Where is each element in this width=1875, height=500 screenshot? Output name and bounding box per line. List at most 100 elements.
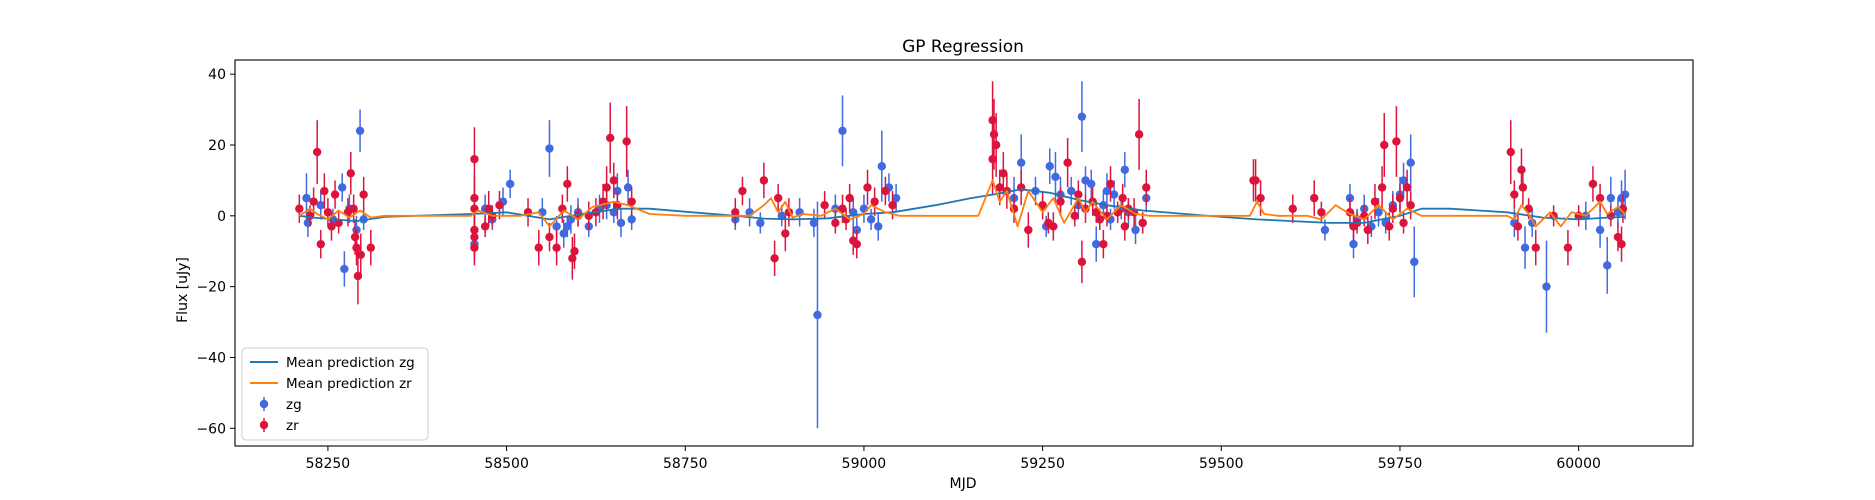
y-axis-label: Flux [uJy] <box>175 257 191 323</box>
point-zg <box>302 193 311 203</box>
point-zr <box>870 197 879 206</box>
point-zg <box>866 215 876 224</box>
y-tick-label: −60 <box>196 421 226 437</box>
legend-label: Mean prediction zg <box>286 355 415 371</box>
point-zr <box>1363 225 1373 235</box>
point-zr <box>534 243 543 252</box>
point-zr <box>995 183 1004 192</box>
point-zr <box>350 232 360 242</box>
point-zr <box>1024 225 1033 235</box>
x-tick-label: 59000 <box>842 456 887 472</box>
point-zr <box>609 176 618 185</box>
point-zr <box>495 200 504 210</box>
point-zr <box>366 243 375 252</box>
point-zr <box>863 183 872 192</box>
point-zg <box>340 264 349 274</box>
point-zg <box>1102 186 1112 196</box>
point-zr <box>1095 215 1104 224</box>
x-tick-label: 59250 <box>1020 456 1065 472</box>
point-zr <box>731 208 740 217</box>
point-zg <box>316 200 325 210</box>
point-zr <box>1595 193 1605 203</box>
point-zr <box>1563 243 1573 252</box>
point-zr <box>1056 197 1065 206</box>
legend: Mean prediction zg Mean prediction zr zg zr <box>241 347 429 441</box>
point-zg <box>1606 193 1616 203</box>
point-zg <box>1520 243 1530 252</box>
plot-layer: 58250 58500 58750 59000 59250 59500 59750 60000… <box>196 59 1694 472</box>
point-zr <box>1288 204 1297 213</box>
point-zg <box>1131 225 1140 235</box>
point-zr <box>1617 239 1626 249</box>
chart-title: GP Regression <box>902 37 1024 57</box>
point-zr <box>845 193 854 203</box>
point-zr <box>1385 222 1394 231</box>
point-zg <box>1067 186 1076 196</box>
legend-swatch-marker <box>259 399 269 409</box>
point-zg <box>552 222 561 231</box>
point-zr <box>1380 140 1389 150</box>
point-zg <box>1620 190 1630 199</box>
point-zr <box>820 200 829 210</box>
y-tick-label: 40 <box>208 67 226 83</box>
point-zr <box>1099 239 1108 249</box>
legend-label: Mean prediction zr <box>286 376 412 392</box>
point-zg <box>756 218 765 228</box>
point-zg <box>1051 172 1060 182</box>
point-zr <box>738 186 747 196</box>
point-zr <box>888 200 897 210</box>
point-zg <box>1016 158 1026 167</box>
point-zr <box>1142 183 1151 192</box>
point-zg <box>777 211 786 221</box>
point-zr <box>1310 193 1319 203</box>
point-zg <box>1349 239 1358 249</box>
point-zr <box>312 147 322 157</box>
point-zg <box>303 218 313 228</box>
point-zg <box>355 126 365 136</box>
point-zg <box>338 183 347 192</box>
point-zg <box>874 222 883 231</box>
point-zg <box>616 218 626 228</box>
point-zr <box>781 229 790 238</box>
point-zg <box>1542 282 1551 291</box>
point-zr <box>545 232 554 242</box>
point-zr <box>1406 200 1415 210</box>
point-zr <box>316 239 325 249</box>
point-zr <box>330 190 340 199</box>
point-zg <box>563 222 572 231</box>
point-zr <box>1138 218 1147 228</box>
point-zr <box>1070 211 1079 221</box>
point-zr <box>570 247 579 256</box>
point-zr <box>602 183 611 192</box>
point-zr <box>484 204 493 213</box>
point-zg <box>559 229 568 238</box>
x-tick-label: 58250 <box>306 456 351 472</box>
legend-box <box>241 347 429 441</box>
point-zr <box>356 250 365 259</box>
point-zr <box>773 193 783 203</box>
point-zg <box>1045 162 1054 171</box>
point-zr <box>1106 179 1115 189</box>
point-zg <box>1120 165 1130 174</box>
point-zg <box>623 183 633 192</box>
point-zr <box>1077 257 1087 267</box>
point-zr <box>309 197 318 206</box>
point-zr <box>1118 193 1127 203</box>
point-zr <box>552 243 561 252</box>
point-zg <box>838 126 847 136</box>
point-zg <box>813 310 822 320</box>
point-zr <box>1518 183 1528 192</box>
y-tick-label: 20 <box>208 138 226 154</box>
point-zr <box>470 154 479 164</box>
legend-label: zr <box>286 418 299 434</box>
point-zr <box>1399 218 1408 228</box>
point-zr <box>1063 158 1072 167</box>
point-zg <box>809 218 819 228</box>
point-zr <box>327 222 336 231</box>
point-zr <box>838 204 847 213</box>
point-zg <box>877 162 887 171</box>
point-zr <box>881 186 890 196</box>
point-zg <box>1077 112 1087 121</box>
point-zg <box>1410 257 1419 267</box>
